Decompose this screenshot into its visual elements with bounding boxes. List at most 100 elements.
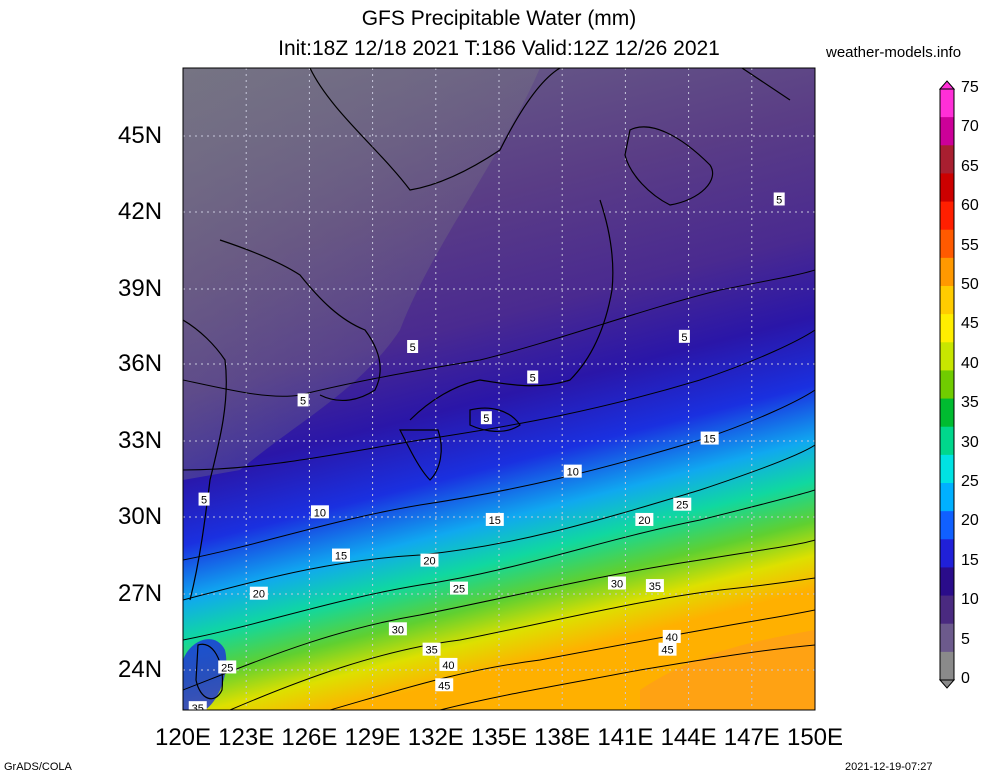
contour-line xyxy=(183,444,815,601)
chart-subtitle: Init:18Z 12/18 2021 T:186 Valid:12Z 12/2… xyxy=(278,37,720,60)
chart-title: GFS Precipitable Water (mm) xyxy=(361,7,637,30)
colorbar-swatch xyxy=(940,595,954,625)
contour-label-bg xyxy=(773,192,785,206)
colorbar-swatch xyxy=(940,454,954,484)
lat-tick-label: 42N xyxy=(118,198,163,225)
coastline-china xyxy=(183,319,227,601)
contour-label-bg xyxy=(439,657,458,671)
lat-tick-label: 27N xyxy=(118,580,163,607)
colorbar-swatch xyxy=(940,370,954,400)
contour-label-bg xyxy=(607,576,626,590)
colorbar-tick-label: 15 xyxy=(961,551,979,569)
colorbar-swatch xyxy=(940,286,954,315)
contour-label: 30 xyxy=(392,624,404,636)
contour-label: 25 xyxy=(676,500,688,512)
coastline-honshu xyxy=(409,199,614,421)
contour-label-bg xyxy=(188,701,207,710)
colorbar-tick-label: 65 xyxy=(961,157,979,175)
lon-tick-label: 120E xyxy=(154,724,212,751)
colorbar-tick-label: 45 xyxy=(961,315,979,333)
contour-label-bg xyxy=(218,660,237,674)
lon-tick-label: 138E xyxy=(534,724,591,751)
colorbar-min-arrow xyxy=(938,679,956,689)
lon-tick-label: 147E xyxy=(723,724,780,751)
contour-line xyxy=(229,577,815,710)
colorbar-swatch xyxy=(940,426,954,456)
pw-contours xyxy=(183,269,815,710)
contour-line xyxy=(183,489,815,641)
colorbar-swatch xyxy=(940,511,954,540)
contour-label: 5 xyxy=(776,194,782,206)
contour-label-bg xyxy=(700,431,719,445)
lon-tick-label: 135E xyxy=(470,724,528,751)
colorbar xyxy=(938,80,956,689)
lat-tick-label: 45N xyxy=(118,122,163,149)
colorbar-swatch xyxy=(940,173,954,203)
contour-label: 20 xyxy=(423,556,435,568)
colorbar-swatch xyxy=(940,567,954,597)
colorbar-frame xyxy=(939,88,955,681)
contour-label: 20 xyxy=(638,515,650,527)
colorbar-tick-label: 30 xyxy=(961,433,979,451)
contour-label: 10 xyxy=(567,467,579,479)
lat-tick-label: 36N xyxy=(118,350,163,377)
colorbar-swatch xyxy=(940,229,954,259)
contour-label: 5 xyxy=(483,413,489,425)
colorbar-swatch xyxy=(940,145,954,174)
contour-label: 15 xyxy=(335,551,347,563)
colorbar-swatch xyxy=(940,257,954,287)
contour-label: 25 xyxy=(221,662,233,674)
map-frame xyxy=(182,67,816,711)
lon-tick-label: 126E xyxy=(281,724,338,751)
contour-label: 5 xyxy=(681,332,687,344)
colorbar-tick-label: 40 xyxy=(961,354,979,372)
lon-tick-label: 141E xyxy=(597,724,654,751)
contour-label-bg xyxy=(297,393,309,407)
lat-tick-label: 39N xyxy=(118,275,163,302)
contour-label-bg xyxy=(249,586,268,600)
colorbar-swatch xyxy=(940,398,954,428)
dry-airmass-shading xyxy=(183,68,540,480)
contour-label: 15 xyxy=(489,515,501,527)
colorbar-tick-label: 25 xyxy=(961,473,979,490)
contour-label: 5 xyxy=(300,395,306,407)
contour-line xyxy=(329,609,815,710)
contour-label: 30 xyxy=(611,579,623,591)
contour-label: 20 xyxy=(253,589,265,601)
coastlines xyxy=(183,68,791,700)
contour-label: 25 xyxy=(453,584,465,596)
coastline-korea xyxy=(219,239,381,402)
coastline-hokkaido xyxy=(624,126,714,206)
lat-tick-label: 24N xyxy=(118,656,163,683)
colorbar-swatch xyxy=(940,117,954,146)
colorbar-tick-label: 5 xyxy=(961,630,970,648)
colorbar-tick-label: 70 xyxy=(961,118,979,136)
colorbar-swatch xyxy=(940,483,954,512)
colorbar-tick-label: 10 xyxy=(961,591,979,609)
contour-label-bg xyxy=(563,464,582,478)
colorbar-tick-label: 75 xyxy=(961,79,979,96)
colorbar-swatch xyxy=(940,89,954,118)
contour-label: 40 xyxy=(666,632,678,644)
contour-label: 35 xyxy=(192,703,204,715)
footer-software: GrADS/COLA xyxy=(4,761,72,773)
contour-label-bg xyxy=(388,622,407,636)
colorbar-swatch xyxy=(940,201,954,231)
lat-tick-label: 30N xyxy=(118,503,163,530)
contour-label: 15 xyxy=(704,434,716,446)
contour-label-bg xyxy=(198,492,210,506)
contour-label-bg xyxy=(449,581,468,595)
colorbar-swatch xyxy=(940,651,954,681)
contour-label: 10 xyxy=(314,507,326,519)
contour-line xyxy=(183,389,815,561)
contour-label-bg xyxy=(527,370,539,384)
coastline-kurils xyxy=(740,68,791,101)
map-panel: 5555555101015151520202025252530303035353… xyxy=(183,68,815,715)
contour-label-bg xyxy=(658,642,677,656)
coastline-shikoku xyxy=(469,407,521,432)
contour-label-bg xyxy=(673,497,692,511)
colorbar-tick-label: 60 xyxy=(961,197,979,215)
contour-label: 5 xyxy=(530,373,536,385)
contour-label: 5 xyxy=(201,495,207,507)
